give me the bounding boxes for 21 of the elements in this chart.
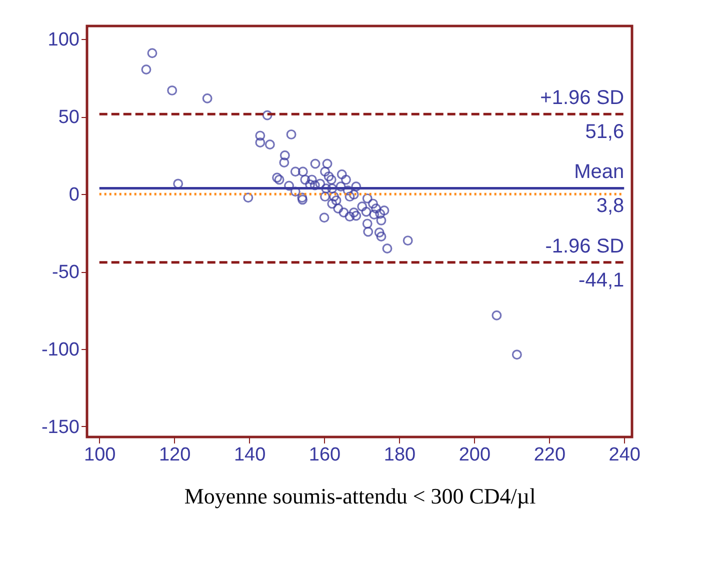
y-tick-label: 0 <box>68 184 80 206</box>
ref-line-label: Mean <box>574 161 624 184</box>
annotation: 3,8 <box>596 195 624 218</box>
x-tick-label: 200 <box>458 444 491 466</box>
y-tick-label: 100 <box>48 30 80 51</box>
x-tick-label: 180 <box>384 444 416 466</box>
y-tick-label: 50 <box>58 107 80 128</box>
x-tick-label: 240 <box>608 444 640 466</box>
y-tick-label: -100 <box>41 340 80 361</box>
y-tick-label: -50 <box>52 262 80 284</box>
x-tick-label: 140 <box>234 444 266 466</box>
x-axis-title: Moyenne soumis-attendu < 300 CD4/µl <box>184 484 536 508</box>
ref-line-label: +1.96 SD <box>540 87 624 110</box>
x-tick-label: 160 <box>308 444 341 466</box>
x-tick-label: 100 <box>84 444 116 466</box>
x-tick-label: 220 <box>534 444 566 466</box>
y-tick-label: -150 <box>41 416 80 438</box>
ref-line-label: -1.96 SD <box>545 235 624 258</box>
annotation: -44,1 <box>578 269 624 292</box>
x-tick-label: 120 <box>158 444 191 466</box>
annotation: 51,6 <box>585 121 624 144</box>
